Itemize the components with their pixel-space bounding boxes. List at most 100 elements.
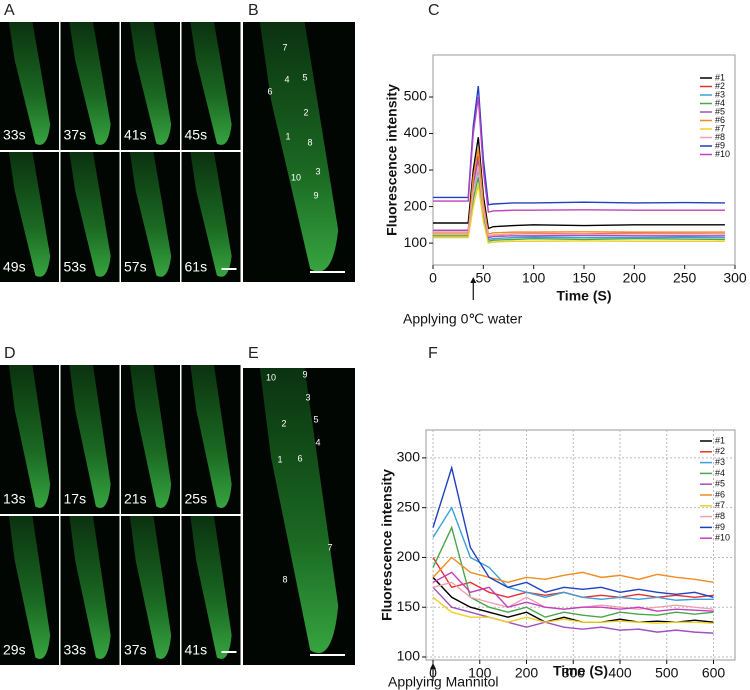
legend-label: #4: [715, 468, 725, 478]
cell-number: 10: [266, 372, 276, 382]
cell-number: 2: [281, 418, 286, 428]
y-tick-label: 150: [397, 598, 421, 614]
legend-label: #4: [715, 98, 725, 108]
y-tick-label: 100: [397, 648, 421, 664]
time-label: 33s: [3, 127, 26, 143]
cell-number: 1: [285, 131, 290, 141]
legend-label: #9: [715, 140, 725, 150]
cell-number: 7: [282, 42, 287, 52]
time-label: 41s: [185, 642, 208, 658]
time-label: 25s: [185, 491, 208, 507]
cell-number: 2: [303, 107, 308, 117]
time-label: 37s: [124, 642, 147, 658]
x-tick-label: 300: [562, 665, 586, 681]
legend-label: #8: [715, 132, 725, 142]
time-label: 49s: [3, 259, 26, 275]
root: [190, 365, 232, 509]
y-tick-label: 300: [404, 161, 428, 177]
panel-label: C: [428, 2, 440, 19]
x-tick-label: 500: [655, 665, 679, 681]
x-tick-label: 100: [522, 270, 546, 286]
series-line: [432, 576, 714, 623]
legend-label: #1: [715, 435, 725, 445]
time-label: 13s: [3, 491, 26, 507]
cell-number: 3: [315, 166, 320, 176]
time-label: 61s: [185, 259, 208, 275]
root: [69, 152, 111, 277]
root: [8, 22, 51, 145]
time-label: 57s: [124, 259, 147, 275]
panel-label: D: [4, 345, 16, 362]
y-axis-label: Fluorescence intensity: [384, 84, 400, 236]
root: [8, 365, 51, 509]
panel-label: F: [428, 345, 438, 362]
x-tick-label: 100: [468, 665, 492, 681]
time-label: 37s: [64, 127, 87, 143]
series-line: [432, 525, 714, 618]
series-line: [433, 96, 725, 213]
cell-number: 8: [307, 137, 312, 147]
root: [8, 516, 51, 660]
series-line: [433, 166, 725, 237]
time-label: 33s: [64, 642, 87, 658]
plot-area: [425, 429, 736, 661]
legend-label: #8: [715, 511, 725, 521]
legend-label: #7: [715, 123, 725, 133]
annotation-arrowhead: [470, 277, 477, 283]
cell-number: 9: [302, 369, 307, 379]
legend-label: #2: [715, 446, 725, 456]
time-label: 53s: [64, 259, 87, 275]
root: [69, 22, 111, 145]
root: [69, 365, 111, 509]
root: [259, 368, 339, 654]
series-line: [432, 586, 714, 634]
cell-number: 4: [315, 437, 320, 447]
x-tick-label: 200: [515, 665, 539, 681]
micrographs: 33s 37s 41s 45s 49s 53s 57s 61s 13s 17s 21s 25s 29s 3…: [0, 22, 355, 665]
time-label: 29s: [3, 642, 26, 658]
cell-number: 5: [313, 414, 318, 424]
time-label: 21s: [124, 491, 147, 507]
series-line: [432, 465, 714, 598]
y-axis-label: Fluorescence intensity: [379, 469, 395, 621]
panel-label: A: [4, 2, 15, 19]
time-label: 45s: [185, 127, 208, 143]
legend-label: #3: [715, 457, 725, 467]
cell-number: 6: [267, 86, 272, 96]
x-axis-label: Time (S): [553, 663, 608, 679]
root: [129, 22, 172, 145]
root: [190, 22, 232, 145]
x-tick-label: 250: [673, 270, 697, 286]
legend-label: #3: [715, 89, 725, 99]
legend-label: #9: [715, 522, 725, 532]
annotation: Applying 0℃ water: [403, 311, 523, 327]
x-tick-label: 600: [702, 665, 726, 681]
root: [259, 22, 339, 272]
y-tick-label: 500: [404, 88, 428, 104]
legend-label: #10: [715, 533, 730, 543]
legend-label: #1: [715, 72, 725, 82]
cell-number: 4: [284, 74, 289, 84]
time-label: 41s: [124, 127, 147, 143]
legend-label: #5: [715, 479, 725, 489]
cell-number: 6: [297, 453, 302, 463]
root: [129, 365, 172, 509]
legend-label: #10: [715, 149, 730, 159]
x-axis-label: Time (S): [557, 288, 612, 304]
legend-label: #5: [715, 106, 725, 116]
cell-number: 10: [291, 172, 301, 182]
y-tick-label: 200: [404, 197, 428, 213]
cell-number: 5: [302, 72, 307, 82]
root: [129, 152, 172, 277]
series-line: [433, 137, 725, 230]
series-line: [432, 571, 714, 612]
legend-label: #7: [715, 500, 725, 510]
root: [129, 516, 172, 660]
x-tick-label: 0: [429, 270, 437, 286]
panel-label: E: [248, 345, 259, 362]
y-tick-label: 400: [404, 124, 428, 140]
x-tick-label: 50: [476, 270, 492, 286]
root: [190, 152, 232, 277]
root: [190, 516, 232, 660]
